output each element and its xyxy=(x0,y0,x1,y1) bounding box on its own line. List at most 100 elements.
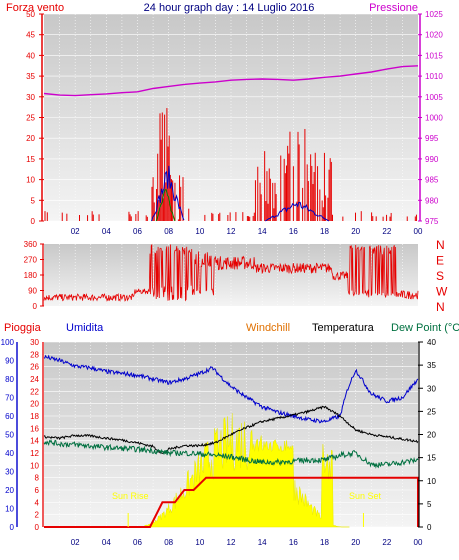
pressure-tick-label: 990 xyxy=(425,155,439,164)
wind-title: Forza vento xyxy=(6,2,64,14)
humidity-line xyxy=(43,354,419,424)
weather-x-tick-label: 08 xyxy=(164,538,173,547)
humidity-tick-label: 10 xyxy=(5,505,14,514)
direction-tick-label: 270 xyxy=(24,256,38,265)
wind-calm-line xyxy=(155,189,176,222)
wind-x-tick-label: 16 xyxy=(289,227,298,236)
wind-tick-label: 35 xyxy=(26,72,35,81)
rain-tick-label: 4 xyxy=(35,498,40,507)
rain-tick-label: 2 xyxy=(35,511,40,520)
wind-x-tick-label: 22 xyxy=(382,227,391,236)
chart-title: 24 hour graph day : 14 Luglio 2016 xyxy=(144,2,315,14)
temperature-tick-label: 20 xyxy=(427,431,436,440)
weather-x-tick-label: 06 xyxy=(133,538,142,547)
temperature-tick-label: 15 xyxy=(427,454,436,463)
pressure-tick-label: 995 xyxy=(425,134,439,143)
humidity-tick-label: 90 xyxy=(5,357,14,366)
rain-tick-label: 10 xyxy=(30,461,39,470)
compass-label: S xyxy=(436,269,444,283)
pressure-tick-label: 1005 xyxy=(425,93,443,102)
compass-label: N xyxy=(436,238,445,252)
compass-label: E xyxy=(436,254,444,268)
rain-tick-label: 16 xyxy=(30,424,39,433)
temperature-title: Temperatura xyxy=(312,322,375,334)
direction-tick-label: 360 xyxy=(24,240,38,249)
weather-x-tick-label: 18 xyxy=(320,538,329,547)
humidity-tick-label: 0 xyxy=(10,523,15,532)
temperature-tick-label: 25 xyxy=(427,407,436,416)
temperature-tick-label: 35 xyxy=(427,361,436,370)
pressure-tick-label: 1015 xyxy=(425,51,443,60)
wind-tick-label: 15 xyxy=(26,155,35,164)
wind-tick-label: 25 xyxy=(26,114,35,123)
weather-x-tick-label: 10 xyxy=(195,538,204,547)
wind-x-tick-label: 10 xyxy=(195,227,204,236)
wind-x-tick-label: 00 xyxy=(414,227,423,236)
rain-tick-label: 14 xyxy=(30,437,39,446)
rain-tick-label: 22 xyxy=(30,387,39,396)
wind-x-tick-label: 20 xyxy=(351,227,360,236)
pressure-tick-label: 1020 xyxy=(425,31,443,40)
temperature-line xyxy=(43,405,419,454)
pressure-tick-label: 980 xyxy=(425,196,439,205)
wind-tick-label: 0 xyxy=(31,217,36,226)
weather-x-tick-label: 02 xyxy=(71,538,80,547)
weather-x-tick-label: 14 xyxy=(258,538,267,547)
pressure-tick-label: 975 xyxy=(425,217,439,226)
weather-x-tick-label: 04 xyxy=(102,538,111,547)
humidity-tick-label: 70 xyxy=(5,394,14,403)
rain-title: Pioggia xyxy=(4,322,42,334)
temperature-tick-label: 40 xyxy=(427,338,436,347)
humidity-tick-label: 80 xyxy=(5,375,14,384)
rain-tick-label: 8 xyxy=(35,474,40,483)
wind-x-tick-label: 06 xyxy=(133,227,142,236)
rain-tick-label: 28 xyxy=(30,350,39,359)
pressure-line xyxy=(43,65,419,97)
rain-tick-label: 26 xyxy=(30,363,39,372)
wind-x-tick-label: 12 xyxy=(227,227,236,236)
rain-line xyxy=(44,476,419,528)
dewpoint-title: Dew Point (°C xyxy=(391,322,459,334)
pressure-title: Pressione xyxy=(369,2,418,14)
weather-x-tick-label: 20 xyxy=(351,538,360,547)
rain-tick-label: 0 xyxy=(35,523,40,532)
wind-x-tick-label: 02 xyxy=(71,227,80,236)
wind-tick-label: 45 xyxy=(26,31,35,40)
humidity-title: Umidita xyxy=(66,322,104,334)
humidity-tick-label: 60 xyxy=(5,412,14,421)
rain-tick-label: 18 xyxy=(30,412,39,421)
compass-label: N xyxy=(436,300,445,314)
sunrise-label: Sun Rise xyxy=(112,491,149,501)
rain-tick-label: 12 xyxy=(30,449,39,458)
wind-average-line xyxy=(151,165,185,222)
weather-x-tick-label: 12 xyxy=(227,538,236,547)
direction-tick-label: 90 xyxy=(28,287,37,296)
sunset-label: Sun Set xyxy=(349,491,382,501)
rain-tick-label: 20 xyxy=(30,400,39,409)
compass-label: W xyxy=(436,285,448,299)
temperature-tick-label: 0 xyxy=(427,523,432,532)
rain-tick-label: 30 xyxy=(30,338,39,347)
temperature-tick-label: 10 xyxy=(427,477,436,486)
direction-tick-label: 0 xyxy=(33,302,38,311)
humidity-tick-label: 20 xyxy=(5,486,14,495)
pressure-tick-label: 1025 xyxy=(425,10,443,19)
weather-x-tick-label: 22 xyxy=(382,538,391,547)
wind-tick-label: 20 xyxy=(26,134,35,143)
direction-tick-label: 180 xyxy=(24,271,38,280)
wind-x-tick-label: 08 xyxy=(164,227,173,236)
pressure-tick-label: 985 xyxy=(425,176,439,185)
humidity-tick-label: 30 xyxy=(5,468,14,477)
windchill-title: Windchill xyxy=(246,322,290,334)
wind-tick-label: 5 xyxy=(31,196,36,205)
pressure-tick-label: 1010 xyxy=(425,72,443,81)
humidity-tick-label: 40 xyxy=(5,449,14,458)
pressure-tick-label: 1000 xyxy=(425,114,443,123)
temperature-tick-label: 30 xyxy=(427,384,436,393)
rain-tick-label: 6 xyxy=(35,486,40,495)
wind-tick-label: 30 xyxy=(26,93,35,102)
wind-x-tick-label: 04 xyxy=(102,227,111,236)
dewpoint-line xyxy=(43,439,419,469)
